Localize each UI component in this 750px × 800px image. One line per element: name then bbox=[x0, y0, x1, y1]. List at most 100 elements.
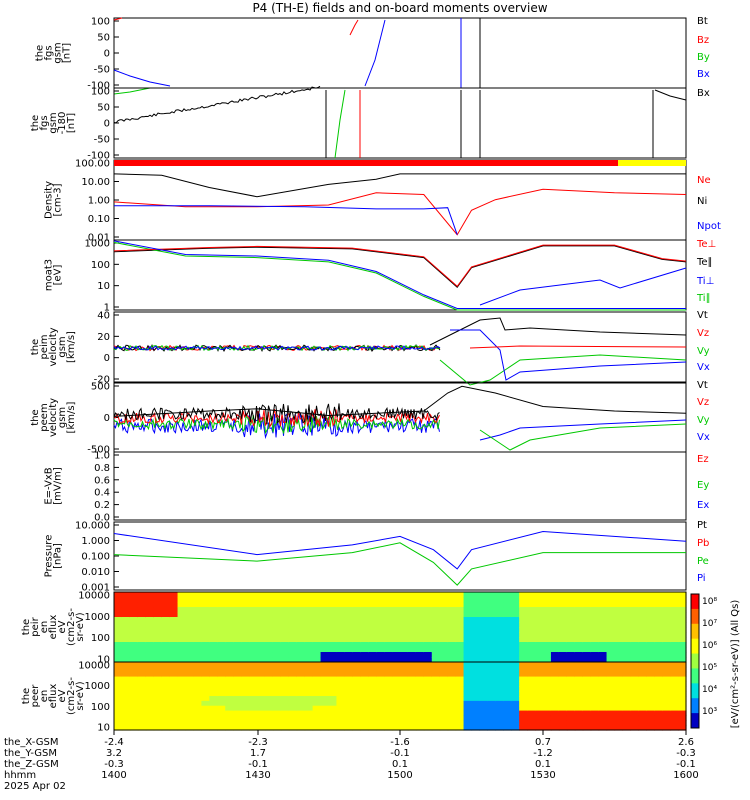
spectrogram-cell bbox=[662, 597, 671, 603]
spectrogram-cell bbox=[400, 632, 409, 638]
spectrogram-cell bbox=[296, 691, 306, 697]
spectrogram-cell bbox=[257, 676, 266, 683]
spectrogram-cell bbox=[495, 602, 504, 608]
spectrogram-cell bbox=[646, 696, 655, 702]
spectrogram-cell bbox=[233, 652, 242, 658]
spectrogram-cell bbox=[368, 691, 377, 697]
spectrogram-cell bbox=[217, 715, 226, 721]
spectrogram-cell bbox=[264, 691, 274, 697]
spectrogram-cell bbox=[145, 710, 155, 717]
x-tick-label: 1.7 bbox=[250, 748, 266, 759]
y-axis-label: [nT] bbox=[66, 113, 77, 133]
spectrogram-cell bbox=[137, 622, 147, 628]
spectrogram-cell bbox=[177, 632, 187, 638]
spectrogram-cell bbox=[455, 612, 465, 618]
spectrogram-cell bbox=[558, 700, 568, 707]
spectrogram-cell bbox=[431, 705, 441, 712]
spectrogram-cell bbox=[423, 696, 433, 702]
spectrogram-cell bbox=[519, 666, 528, 673]
spectrogram-cell bbox=[121, 622, 131, 628]
series-Ni bbox=[113, 173, 686, 198]
x-tick-label: 1400 bbox=[101, 770, 126, 781]
spectrogram-cell bbox=[582, 681, 592, 687]
spectrogram-cell bbox=[169, 637, 179, 643]
spectrogram-cell bbox=[590, 671, 600, 678]
spectrogram-cell bbox=[121, 696, 131, 702]
spectrogram-cell bbox=[344, 637, 353, 643]
spectrogram-cell bbox=[249, 691, 258, 697]
spectrogram-cell bbox=[384, 632, 393, 638]
spectrogram-cell bbox=[129, 700, 139, 707]
spectrogram-cell bbox=[471, 676, 481, 683]
spectrogram-cell bbox=[225, 676, 234, 683]
spectrogram-cell bbox=[519, 652, 528, 658]
spectrogram-cell bbox=[495, 696, 504, 702]
spectrogram-cell bbox=[535, 637, 544, 643]
spectrogram-cell bbox=[622, 666, 631, 673]
spectrogram-cell bbox=[328, 617, 338, 623]
spectrogram-cell bbox=[241, 715, 250, 721]
spectrogram-cell bbox=[630, 612, 639, 618]
spectrogram-cell bbox=[336, 622, 345, 628]
spectrogram-cell bbox=[328, 662, 338, 668]
spectrogram-cell bbox=[129, 622, 139, 628]
spectrogram-cell bbox=[670, 715, 679, 721]
spectrogram-cell bbox=[272, 666, 282, 673]
spectrogram-cell bbox=[376, 705, 385, 712]
spectrogram-cell bbox=[137, 691, 147, 697]
spectrogram-cell bbox=[431, 612, 441, 618]
spectrogram-cell bbox=[137, 647, 147, 653]
spectrogram-cell bbox=[161, 592, 171, 598]
spectrogram-cell bbox=[487, 612, 496, 618]
spectrogram-cell bbox=[368, 632, 377, 638]
spectrogram-cell bbox=[463, 592, 473, 598]
spectrogram-cell bbox=[193, 686, 202, 692]
spectrogram-cell bbox=[161, 691, 171, 697]
spectrogram-cell bbox=[614, 700, 624, 707]
spectrogram-cell bbox=[582, 671, 592, 678]
spectrogram-cell bbox=[400, 627, 409, 633]
legend-Vx: Vx bbox=[697, 432, 710, 443]
spectrogram-cell bbox=[519, 632, 528, 638]
spectrogram-cell bbox=[439, 725, 449, 731]
spectrogram-cell bbox=[407, 725, 417, 731]
y-tick-label: 10 bbox=[97, 655, 110, 666]
spectrogram-cell bbox=[614, 671, 624, 678]
spectrogram-cell bbox=[487, 696, 496, 702]
spectrogram-cell bbox=[153, 705, 163, 712]
spectrogram-cell bbox=[376, 657, 385, 663]
legend-Bz: Bz bbox=[697, 35, 709, 46]
spectrogram-cell bbox=[550, 652, 560, 658]
spectrogram-cell bbox=[400, 666, 409, 673]
spectrogram-cell bbox=[264, 627, 274, 633]
spectrogram-cell bbox=[169, 710, 179, 717]
spectrogram-cell bbox=[439, 681, 449, 687]
spectrogram-cell bbox=[225, 662, 234, 668]
spectrogram-cell bbox=[511, 607, 520, 613]
spectrogram-cell bbox=[527, 676, 536, 683]
spectrogram-cell bbox=[193, 597, 202, 603]
spectrogram-cell bbox=[209, 657, 218, 663]
y-tick-label: -100 bbox=[87, 81, 110, 92]
spectrogram-cell bbox=[193, 657, 202, 663]
spectrogram-cell bbox=[185, 676, 195, 683]
spectrogram-cell bbox=[495, 676, 504, 683]
spectrogram-cell bbox=[193, 622, 202, 628]
spectrogram-cell bbox=[201, 637, 210, 643]
spectrogram-cell bbox=[312, 642, 322, 648]
spectrogram-cell bbox=[328, 710, 338, 717]
spectrogram-cell bbox=[376, 637, 385, 643]
spectrogram-cell bbox=[368, 676, 377, 683]
colorbar-tick: 10⁷ bbox=[702, 619, 717, 629]
spectrogram-cell bbox=[225, 637, 234, 643]
spectrogram-cell bbox=[535, 597, 544, 603]
spectrogram-cell bbox=[550, 700, 560, 707]
spectrogram-cell bbox=[495, 647, 504, 653]
spectrogram-cell bbox=[495, 715, 504, 721]
spectrogram-cell bbox=[630, 597, 639, 603]
spectrogram-cell bbox=[312, 715, 322, 721]
spectrogram-cell bbox=[407, 622, 417, 628]
spectrogram-cell bbox=[280, 632, 290, 638]
spectrogram-cell bbox=[225, 691, 234, 697]
spectrogram-cell bbox=[431, 592, 441, 598]
